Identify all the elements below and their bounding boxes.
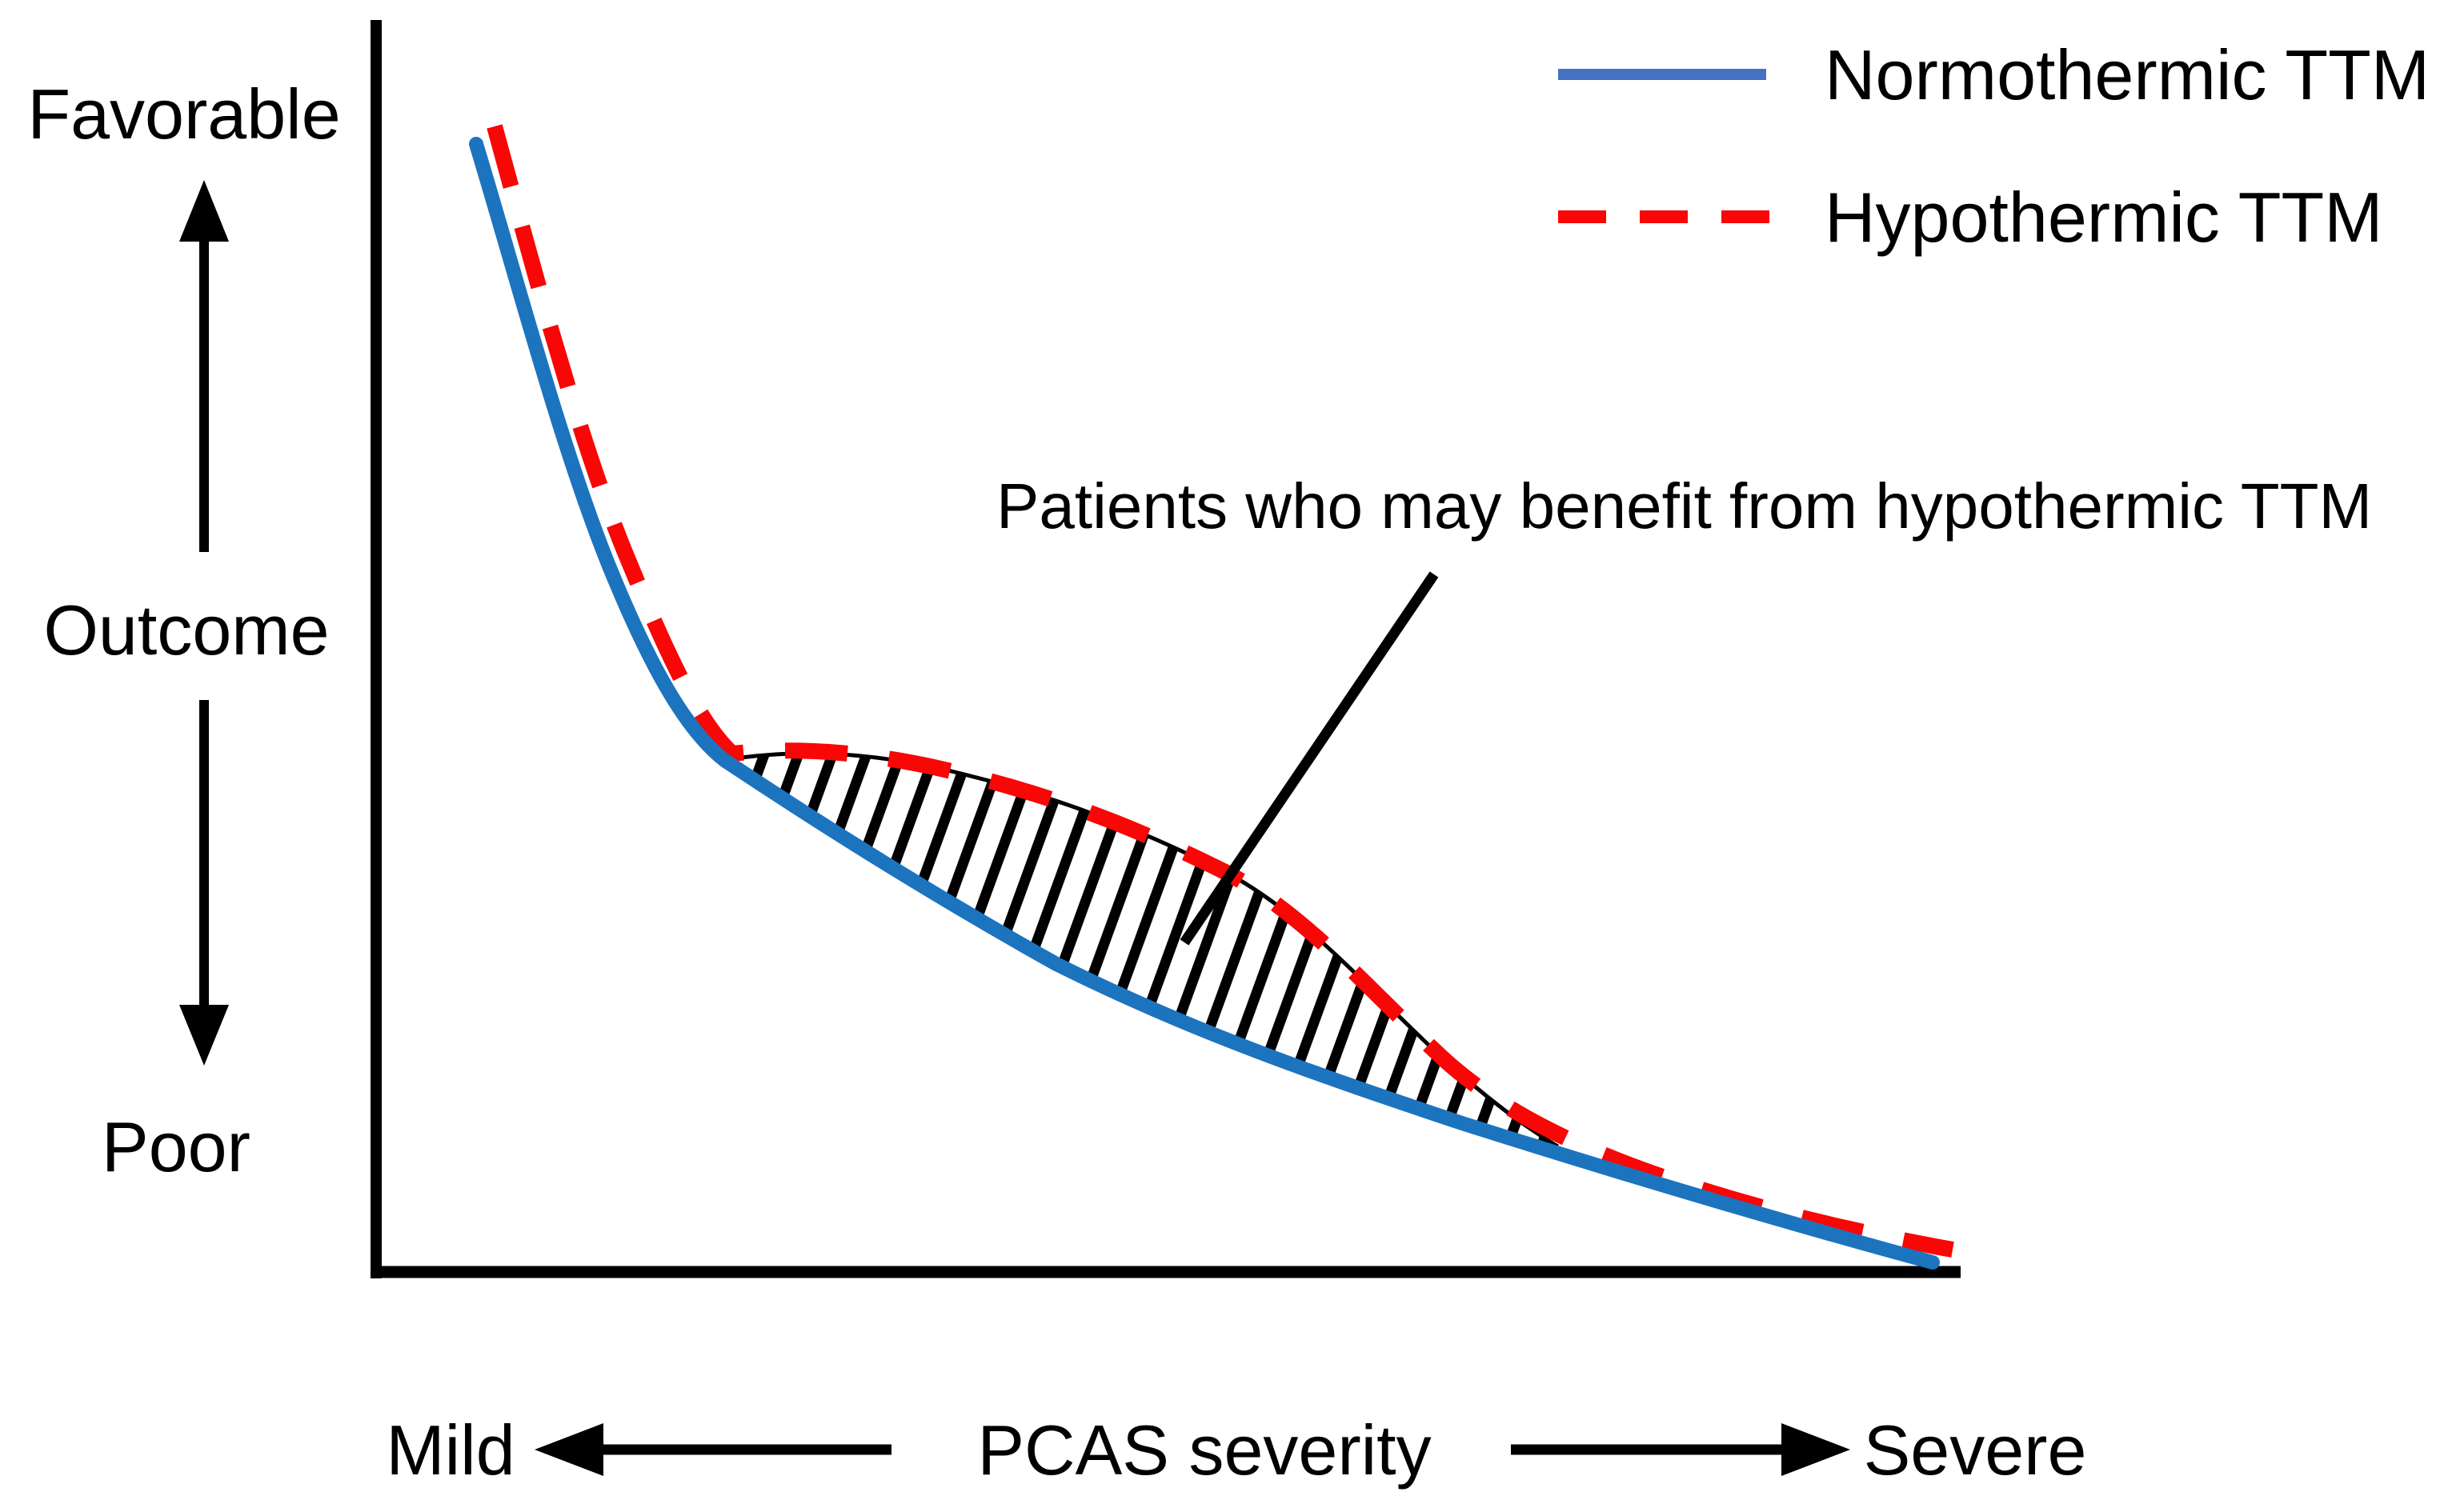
legend-label-hypothermic: Hypothermic TTM: [1825, 178, 2383, 257]
legend-item-normothermic: Normothermic TTM: [1558, 35, 2430, 114]
benefit-region-hatch: [719, 751, 1559, 1154]
annotation-pointer-line: [1180, 571, 1439, 946]
x-axis-right-arrow-icon: [1511, 1423, 1850, 1476]
y-axis-up-arrow-icon: [179, 180, 229, 552]
normothermic-curve: [469, 137, 1940, 1270]
x-axis-right-label: Severe: [1864, 1410, 2087, 1490]
y-axis-title: Outcome: [43, 590, 329, 670]
x-axis-left-arrow-icon: [535, 1423, 891, 1476]
legend: Normothermic TTM Hypothermic TTM: [1558, 35, 2430, 257]
legend-label-normothermic: Normothermic TTM: [1825, 35, 2430, 114]
x-axis-left-label: Mild: [386, 1410, 515, 1490]
y-axis-top-label: Favorable: [27, 74, 340, 154]
x-axis-title: PCAS severity: [977, 1410, 1431, 1490]
annotation-label: Patients who may benefit from hypothermi…: [996, 470, 2372, 542]
y-axis-down-arrow-icon: [179, 700, 229, 1066]
hypothermic-curve: [487, 124, 1954, 1258]
legend-item-hypothermic: Hypothermic TTM: [1558, 178, 2383, 257]
y-axis-bottom-label: Poor: [102, 1107, 250, 1186]
